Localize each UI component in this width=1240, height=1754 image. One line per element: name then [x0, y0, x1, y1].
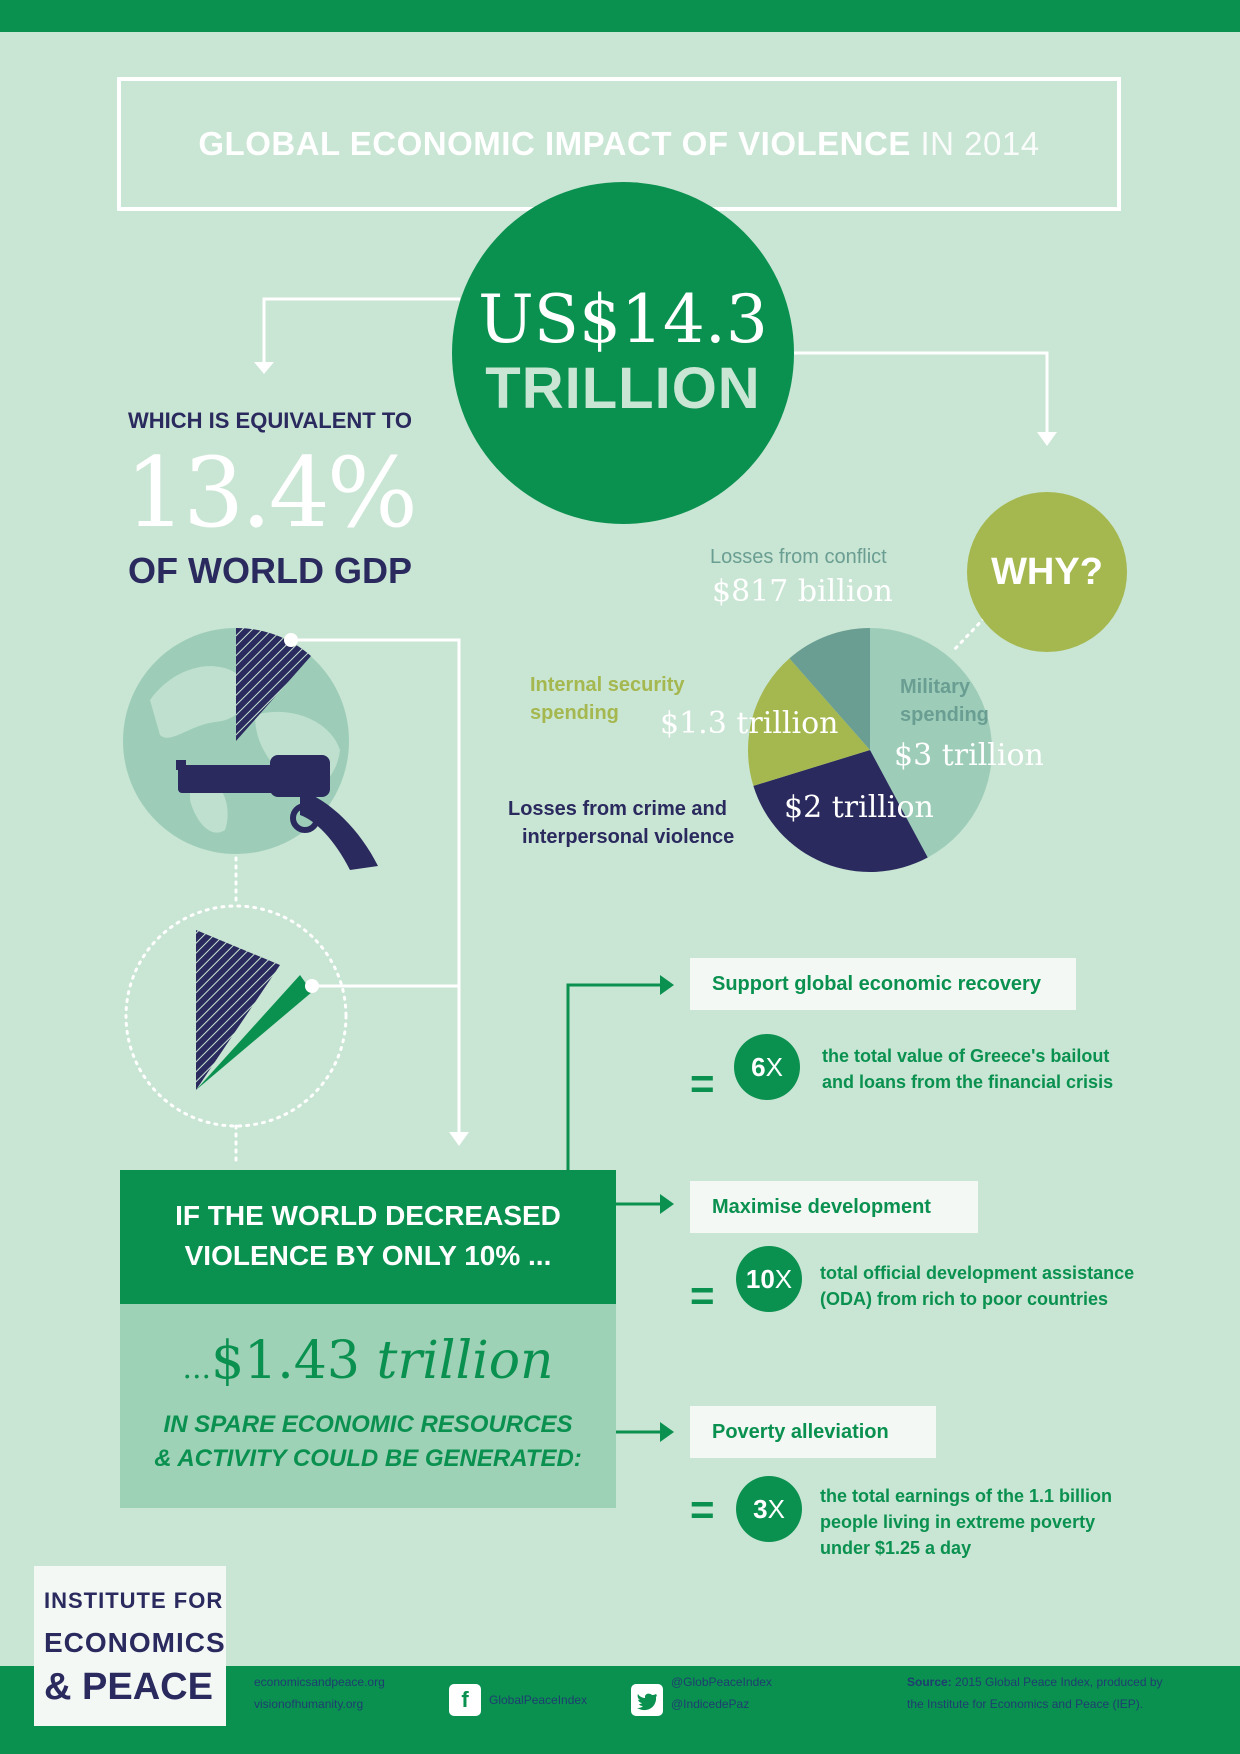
website-link-2[interactable]: visionofhumanity.org: [254, 1697, 364, 1711]
revolver-icon: [176, 755, 378, 870]
title-year: IN 2014: [920, 125, 1040, 162]
conflict-label: Losses from conflict: [710, 546, 887, 568]
desc-line: the total value of Greece's bailout: [822, 1046, 1110, 1066]
iep-logo: [34, 1566, 226, 1726]
twitter-icon[interactable]: [631, 1684, 663, 1716]
equals-sign: =: [690, 1272, 715, 1319]
headline-amount: US$14.3: [478, 281, 768, 358]
headline-unit: TRILLION: [485, 356, 761, 421]
savings-panel: [120, 1304, 616, 1508]
multiplier-x: X: [767, 1494, 785, 1524]
desc-line: and loans from the financial crisis: [822, 1072, 1114, 1092]
benefit-description: the total earnings of the 1.1 billion pe…: [820, 1483, 1112, 1561]
savings-line1: IN SPARE ECONOMIC RESOURCES: [163, 1411, 573, 1438]
multiplier-value: 6: [751, 1052, 766, 1082]
page-title: GLOBAL ECONOMIC IMPACT OF VIOLENCE IN 20…: [117, 124, 1121, 164]
crime-label-line2: interpersonal violence: [522, 826, 735, 848]
website-link-1[interactable]: economicsandpeace.org: [254, 1675, 385, 1689]
benefit-description: the total value of Greece's bailout and …: [822, 1043, 1113, 1095]
equals-sign: =: [690, 1486, 715, 1533]
multiplier-badge: 3X: [736, 1476, 802, 1542]
scenario-heading-line1: IF THE WORLD DECREASED: [175, 1200, 561, 1231]
pie-slice-2: [748, 658, 870, 786]
source-line2: the Institute for Economics and Peace (I…: [907, 1697, 1144, 1711]
scenario-heading-line2: VIOLENCE BY ONLY 10% ...: [184, 1240, 552, 1271]
security-value: $1.3 trillion: [660, 706, 839, 741]
multiplier-badge: 6X: [734, 1034, 800, 1100]
twitter-handle-2[interactable]: @IndicedePaz: [671, 1697, 750, 1711]
source-text: 2015 Global Peace Index, produced by: [955, 1675, 1163, 1689]
savings-ellipsis: ...: [182, 1351, 212, 1386]
logo-line2: ECONOMICS: [44, 1627, 226, 1658]
gdp-intro: WHICH IS EQUIVALENT TO: [128, 408, 412, 433]
multiplier-x: X: [774, 1264, 793, 1294]
savings-unit: trillion: [376, 1331, 554, 1391]
multiplier-badge: 10X: [736, 1246, 802, 1312]
facebook-handle[interactable]: GlobalPeaceIndex: [489, 1693, 588, 1707]
military-label-line2: spending: [900, 704, 989, 726]
why-label: WHY?: [991, 551, 1103, 593]
benefit-title-recovery: Support global economic recovery: [690, 958, 1076, 1010]
logo-line3: & PEACE: [44, 1666, 213, 1708]
twitter-handle-1[interactable]: @GlobPeaceIndex: [671, 1675, 772, 1689]
savings-line2: & ACTIVITY COULD BE GENERATED:: [154, 1445, 582, 1472]
savings-value: $1.43: [211, 1331, 360, 1391]
twitter-bird-icon: [637, 1693, 657, 1711]
desc-line: people living in extreme poverty: [820, 1512, 1096, 1532]
arrow-to-gdp: [262, 297, 460, 362]
scenario-panel: [120, 1170, 616, 1304]
top-band: [0, 0, 1240, 32]
savings-amount: ...$1.43 trillion: [120, 1328, 616, 1402]
desc-line: (ODA) from rich to poor countries: [820, 1289, 1108, 1309]
crime-value: $2 trillion: [784, 790, 934, 825]
gdp-label: OF WORLD GDP: [128, 550, 412, 591]
desc-line: the total earnings of the 1.1 billion: [820, 1486, 1113, 1506]
benefit-description: total official development assistance (O…: [820, 1260, 1134, 1312]
equals-sign: =: [690, 1060, 715, 1107]
military-label-line1: Military: [900, 676, 971, 698]
security-label-line2: spending: [530, 702, 619, 724]
arrow-head-icon: [254, 362, 274, 374]
pie-slice-0: [870, 628, 992, 858]
crime-label-line1: Losses from crime and: [508, 798, 727, 820]
desc-line: under $1.25 a day: [820, 1538, 972, 1558]
gdp-percent: 13.4%: [125, 437, 418, 549]
logo-line1: INSTITUTE FOR: [44, 1588, 224, 1613]
arrow-head-icon: [1037, 432, 1057, 446]
multiplier-value: 10: [745, 1264, 775, 1294]
source-label: Source:: [907, 1675, 952, 1689]
cost-pie-chart: [748, 628, 992, 872]
security-label-line1: Internal security: [530, 674, 685, 696]
benefit-title-development: Maximise development: [690, 1181, 978, 1233]
military-value: $3 trillion: [894, 738, 1044, 773]
pie-slice-1: [753, 750, 928, 872]
conflict-value: $817 billion: [712, 574, 893, 609]
pie-slice-3: [789, 628, 870, 750]
multiplier-value: 3: [753, 1494, 768, 1524]
multiplier-x: X: [765, 1052, 783, 1082]
benefit-title-poverty: Poverty alleviation: [690, 1406, 936, 1458]
desc-line: total official development assistance: [820, 1263, 1135, 1283]
savings-description: IN SPARE ECONOMIC RESOURCES & ACTIVITY C…: [120, 1408, 616, 1476]
headline-circle: [452, 182, 794, 524]
why-circle: [967, 492, 1127, 652]
scenario-heading: IF THE WORLD DECREASED VIOLENCE BY ONLY …: [120, 1196, 616, 1276]
arrow-to-why: [792, 351, 1049, 432]
facebook-icon[interactable]: f: [449, 1684, 481, 1716]
title-main: GLOBAL ECONOMIC IMPACT OF VIOLENCE: [198, 125, 911, 162]
source-line1: Source: 2015 Global Peace Index, produce…: [907, 1671, 1163, 1693]
